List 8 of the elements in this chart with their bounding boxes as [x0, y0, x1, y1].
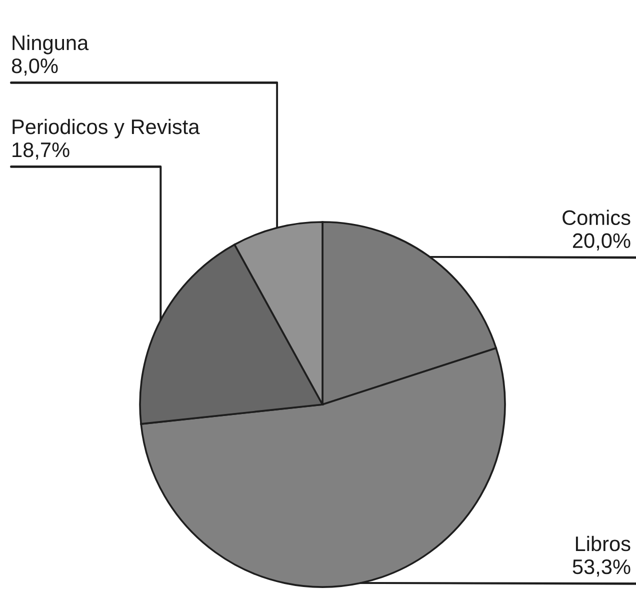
slice-label: Comics: [562, 210, 630, 226]
slice-label: Libros: [576, 536, 630, 552]
data-label: 20,0%: [572, 233, 630, 251]
data-label: 53,3%: [572, 559, 630, 577]
slice-label: Ninguna: [12, 34, 89, 54]
data-label: 18,7%: [12, 142, 70, 160]
data-label: 8,0%: [12, 58, 58, 76]
slice-label: Periodicos y Revista: [12, 118, 200, 138]
